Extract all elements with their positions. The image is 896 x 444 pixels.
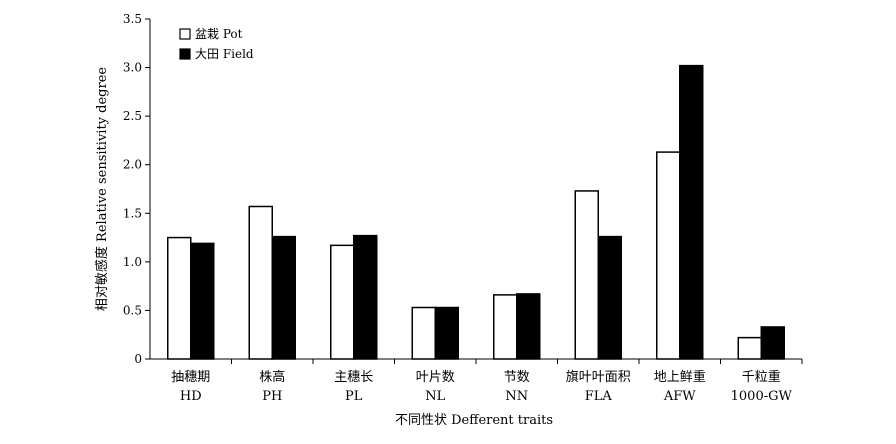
- bar-pot-pl: [330, 244, 355, 360]
- legend: 盆栽 Pot 大田 Field: [179, 27, 254, 61]
- x-category-label-cn: 主穗长: [334, 370, 373, 385]
- bar-field-nn: [516, 293, 541, 360]
- bar-field-ph: [271, 235, 296, 360]
- x-category-label-en: NN: [505, 389, 528, 404]
- x-category-label-en: AFW: [663, 389, 696, 404]
- bar-field-nl: [434, 306, 459, 360]
- y-tick-label: 1.5: [123, 206, 142, 220]
- bar-pot-ph: [248, 205, 273, 360]
- legend-label-pot: 盆栽 Pot: [195, 27, 243, 41]
- x-category-label-cn: 旗叶叶面积: [566, 369, 631, 385]
- x-category-label-cn: 抽穗期: [171, 370, 210, 385]
- y-ticks: 0 0.5 1.0 1.5 2.0 2.5 3.0 3.5: [123, 12, 150, 366]
- x-category-label-en: PL: [345, 389, 363, 404]
- y-tick-label: 3.5: [123, 12, 142, 26]
- x-category-label-en: FLA: [585, 389, 613, 404]
- bar-pot-nl: [411, 306, 436, 360]
- legend-swatch-field: [179, 48, 191, 60]
- bar-pot-afw: [656, 151, 681, 360]
- y-tick-label: 3.0: [123, 61, 142, 75]
- bar-field-afw: [679, 64, 704, 360]
- bar-field-fla: [597, 235, 622, 360]
- x-category-label-cn: 株高: [259, 369, 285, 385]
- bars-layer: [167, 64, 785, 360]
- bar-pot-fla: [574, 190, 599, 360]
- bar-pot-hd: [167, 236, 192, 360]
- bar-field-hd: [190, 242, 215, 360]
- y-tick-label: 0.5: [123, 303, 142, 317]
- bar-pot-nn: [493, 294, 518, 360]
- x-category-label-cn: 千粒重: [742, 369, 781, 385]
- y-tick-label: 2.0: [123, 158, 142, 172]
- x-category-label-cn: 节数: [504, 370, 530, 385]
- x-category-label-en: 1000-GW: [731, 389, 793, 404]
- legend-swatch-pot: [179, 28, 191, 40]
- bar-field-1000-gw: [760, 326, 785, 360]
- x-axis-title: 不同性状 Defferent traits: [395, 413, 553, 428]
- y-tick-label: 0: [134, 352, 142, 366]
- axes-layer: [149, 19, 802, 360]
- x-category-labels: 抽穗期 HD 株高 PH 主穗长 PL 叶片数 NL 节数 NN 旗叶叶面积 FLA 地上鲜重 AFW 千粒…: [171, 359, 803, 404]
- y-axis-title: 相对敏感度 Relative sensitivity degree: [94, 67, 110, 311]
- legend-label-field: 大田 Field: [195, 47, 254, 61]
- x-category-label-en: NL: [425, 389, 445, 404]
- y-tick-label: 2.5: [123, 109, 142, 123]
- bar-pot-1000-gw: [737, 336, 762, 360]
- bar-field-pl: [353, 234, 378, 360]
- x-category-label-cn: 叶片数: [416, 370, 455, 385]
- y-tick-label: 1.0: [123, 255, 142, 269]
- x-category-label-en: HD: [180, 389, 202, 404]
- x-category-label-en: PH: [262, 389, 282, 404]
- x-category-label-cn: 地上鲜重: [654, 369, 706, 385]
